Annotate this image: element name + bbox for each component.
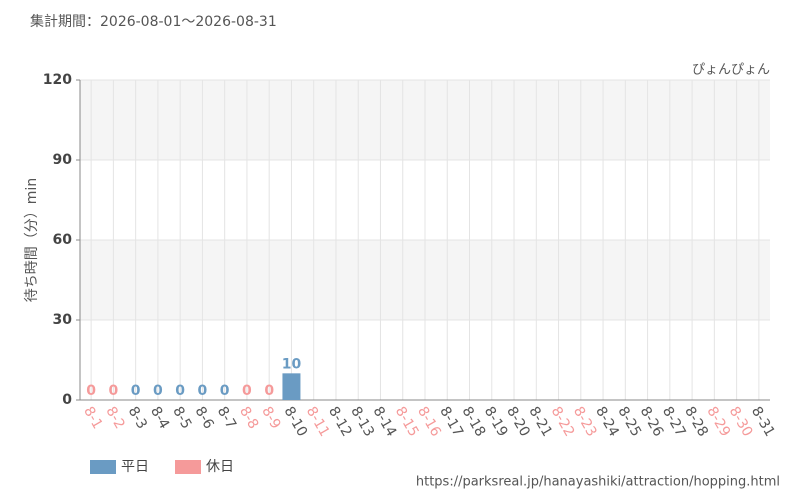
- legend-swatch: [90, 460, 116, 474]
- data-label: 0: [198, 383, 208, 399]
- x-tick-label: 8-2: [102, 404, 127, 432]
- x-tick-label: 8-1: [80, 404, 105, 432]
- data-label: 10: [282, 356, 302, 372]
- data-label: 0: [153, 383, 163, 399]
- data-label: 0: [264, 383, 274, 399]
- legend-swatch: [175, 460, 201, 474]
- bar: [282, 373, 301, 400]
- x-tick-label: 8-4: [147, 404, 172, 432]
- legend-label: 休日: [206, 459, 234, 475]
- legend-label: 平日: [121, 459, 149, 475]
- x-tick-label: 8-31: [748, 404, 778, 440]
- y-tick-label: 120: [43, 72, 72, 88]
- data-label: 0: [175, 383, 185, 399]
- y-tick-label: 30: [53, 312, 73, 328]
- x-tick-label: 8-6: [191, 404, 216, 432]
- data-label: 0: [220, 383, 230, 399]
- y-tick-label: 60: [53, 232, 73, 248]
- y-tick-label: 0: [62, 392, 72, 408]
- data-label: 0: [242, 383, 252, 399]
- x-tick-label: 8-7: [214, 404, 239, 432]
- data-label: 0: [86, 383, 96, 399]
- y-axis-label: 待ち時間（分）min: [24, 178, 40, 302]
- y-tick-label: 90: [53, 152, 73, 168]
- chart-subtitle: ぴょんぴょん: [692, 63, 770, 78]
- x-tick-label: 8-3: [125, 404, 150, 432]
- chart-title: 集計期間：2026-08-01〜2026-08-31: [30, 13, 277, 30]
- x-tick-label: 8-9: [258, 404, 283, 432]
- source-url: https://parksreal.jp/hanayashiki/attract…: [416, 475, 780, 490]
- x-tick-label: 8-8: [236, 404, 261, 432]
- data-label: 0: [131, 383, 141, 399]
- x-tick-label: 8-5: [169, 404, 194, 432]
- data-label: 0: [109, 383, 119, 399]
